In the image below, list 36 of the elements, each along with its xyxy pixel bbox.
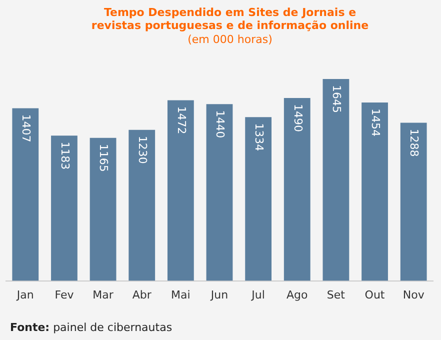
bar [51, 136, 78, 281]
x-tick-label: Jun [210, 288, 228, 302]
bar [362, 102, 388, 281]
x-tick-label: Jul [250, 288, 265, 302]
x-tick-label: Jan [16, 288, 34, 302]
bar [400, 122, 427, 281]
x-tick-label: Mar [92, 288, 114, 302]
data-label: 1183 [58, 142, 72, 170]
data-label: 1288 [408, 128, 421, 157]
source-note: Fonte: painel de cibernautas [10, 321, 172, 334]
x-tick-label: Ago [286, 288, 308, 302]
bar [284, 98, 310, 281]
bar [206, 104, 233, 281]
bar [245, 117, 272, 281]
data-label: 1440 [214, 110, 227, 138]
bar [128, 130, 156, 281]
data-label: 1490 [291, 104, 304, 132]
x-tick-label: Set [326, 288, 346, 302]
bar [167, 100, 194, 281]
x-tick-label: Nov [402, 288, 425, 302]
data-label: 1454 [368, 108, 382, 136]
data-label: 1407 [20, 114, 33, 142]
data-label: 1645 [330, 85, 344, 114]
bar [322, 79, 350, 281]
x-tick-label: Fev [54, 288, 74, 302]
chart-subtitle: (em 000 horas) [186, 33, 274, 46]
bar [90, 138, 116, 281]
data-label: 1472 [174, 106, 188, 134]
data-label: 1334 [252, 123, 266, 152]
x-tick-label: Out [364, 288, 386, 302]
data-label: 1165 [97, 144, 110, 172]
chart-title: Tempo Despendido em Sites de Jornais e revistas portuguesas e de informação online [90, 6, 370, 32]
x-tick-label: Mai [171, 288, 190, 302]
data-label: 1230 [136, 136, 150, 164]
x-tick-label: Abr [132, 288, 152, 302]
bar [12, 108, 39, 281]
